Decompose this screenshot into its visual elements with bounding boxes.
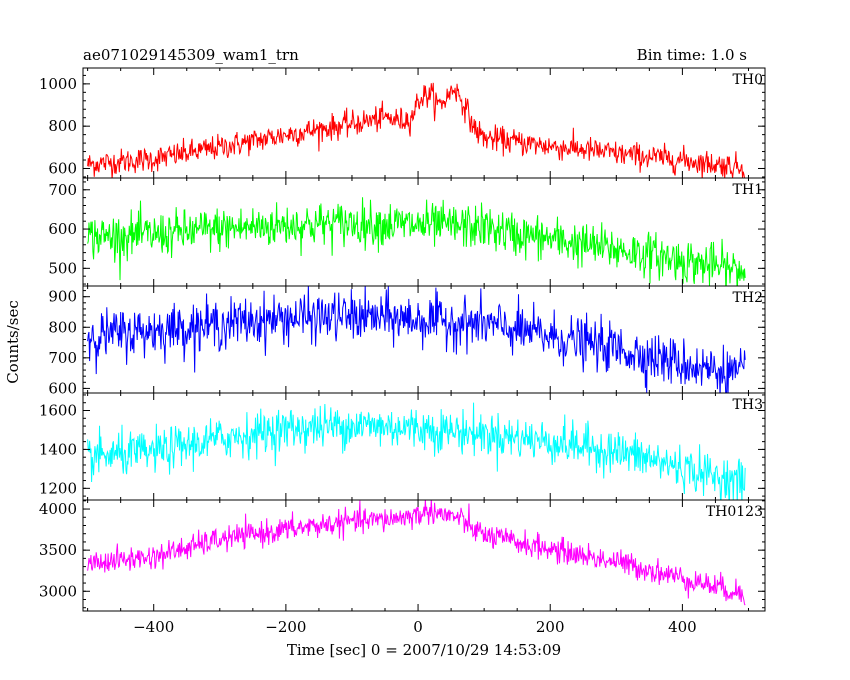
panel-label-th0: TH0 — [733, 72, 763, 88]
panel-th2: 600 700 800 900 TH2 — [48, 285, 766, 397]
series-line-th0 — [87, 82, 746, 178]
panel-th1: 500 600 700 TH1 — [48, 177, 766, 287]
y-tick-label: 800 — [48, 117, 77, 135]
series-line-th1 — [87, 197, 746, 286]
panel-label-th2: TH2 — [733, 290, 763, 306]
y-tick-label: 4000 — [39, 500, 77, 518]
y-tick-label: 1200 — [39, 479, 77, 497]
y-tick-label: 700 — [48, 181, 77, 199]
x-tick-label: 0 — [413, 618, 423, 636]
y-tick-label: 900 — [48, 288, 77, 306]
x-tick-label: 400 — [668, 618, 697, 636]
x-axis: −400 −200 0 200 400 — [133, 618, 697, 636]
panel-th0123: 3000 3500 4000 TH0123 — [39, 499, 766, 612]
panel-th0: 600 800 1000 TH0 — [39, 67, 766, 179]
y-tick-label: 700 — [48, 349, 77, 367]
series-line-th3 — [87, 402, 746, 500]
y-tick-label: 600 — [48, 220, 77, 238]
y-tick-label: 3500 — [39, 541, 77, 559]
panel-frame — [82, 499, 766, 612]
y-tick-label: 600 — [48, 159, 77, 177]
y-tick-label: 1400 — [39, 440, 77, 458]
series-line-th0123 — [87, 500, 746, 606]
panel-th3: 1200 1400 1600 TH3 — [39, 392, 766, 501]
x-axis-label: Time [sec] 0 = 2007/10/29 14:53:09 — [287, 641, 561, 659]
y-tick-label: 1000 — [39, 75, 77, 93]
panel-label-th0123: TH0123 — [706, 504, 763, 520]
x-tick-label: 200 — [536, 618, 565, 636]
series-line-th2 — [87, 286, 746, 393]
x-tick-label: −400 — [133, 618, 174, 636]
y-axis-label: Counts/sec — [4, 300, 22, 384]
x-tick-label: −200 — [265, 618, 306, 636]
panel-label-th1: TH1 — [733, 182, 763, 198]
bin-time-label: Bin time: 1.0 s — [637, 46, 747, 64]
y-tick-label: 500 — [48, 259, 77, 277]
chart-title: ae071029145309_wam1_trn — [83, 46, 299, 64]
y-tick-label: 800 — [48, 318, 77, 336]
panels-group: 600 800 1000 TH0 500 600 700 TH1 600 700 800 900 TH2… — [39, 67, 766, 612]
panel-label-th3: TH3 — [733, 397, 763, 413]
y-tick-label: 3000 — [39, 582, 77, 600]
y-tick-label: 600 — [48, 379, 77, 397]
y-tick-label: 1600 — [39, 402, 77, 420]
